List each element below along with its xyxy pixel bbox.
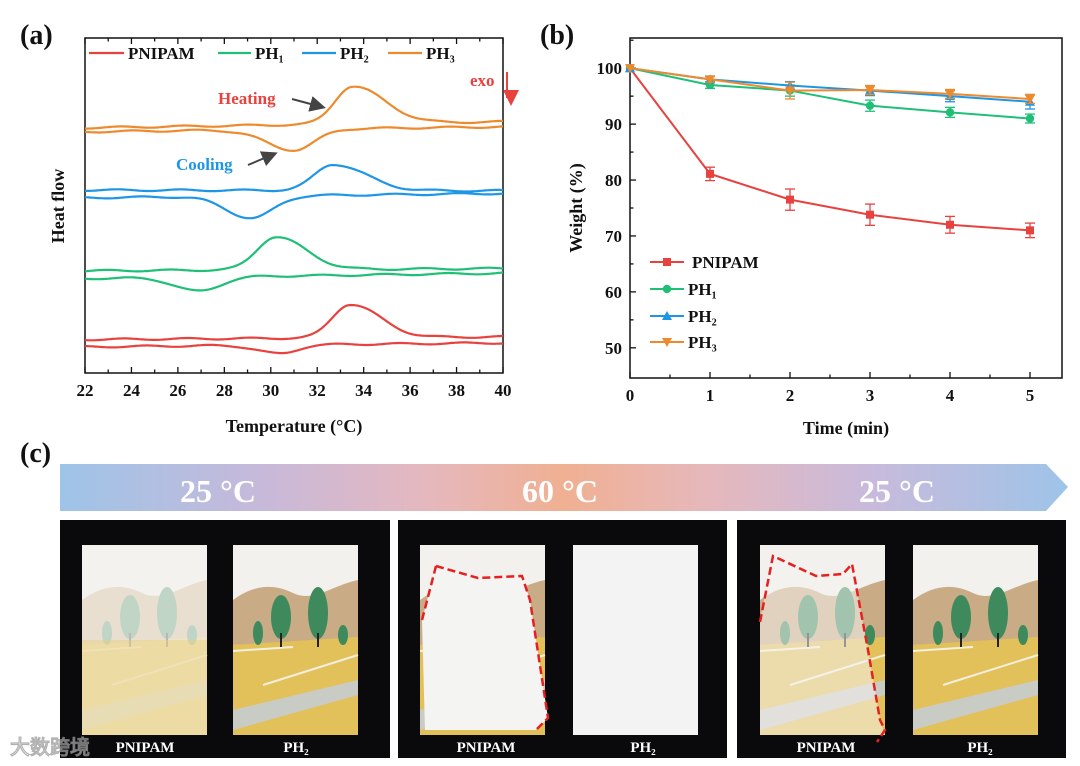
dsc-x-tick-label: 24 bbox=[123, 381, 141, 400]
stage-label-3: 25 °C bbox=[859, 473, 935, 509]
data-point-pnipam bbox=[1026, 226, 1034, 235]
sample-ph2-clear bbox=[232, 544, 359, 736]
weight-x-tick-label: 0 bbox=[626, 386, 635, 405]
legend-label-ph1: PH₁ bbox=[688, 280, 717, 299]
dsc-x-tick-label: 22 bbox=[77, 381, 94, 400]
data-point-ph3 bbox=[865, 86, 875, 96]
weight-y-tick-label: 50 bbox=[605, 339, 622, 358]
photo-stage-3: PNIPAM PH₂ bbox=[737, 520, 1066, 758]
weight-line-ph2 bbox=[629, 67, 1031, 103]
weight-x-tick-label: 3 bbox=[866, 386, 875, 405]
photo-stage-1: PNIPAM PH₂ bbox=[60, 520, 390, 758]
dsc-legend: PNIPAM PH₁ PH₂ PH₃ bbox=[89, 44, 455, 63]
weight-line-pnipam bbox=[629, 67, 1031, 232]
photo2-label-pnipam: PNIPAM bbox=[457, 740, 516, 756]
weight-x-tick-label: 4 bbox=[946, 386, 955, 405]
weight-legend: PNIPAM PH₁ PH₂ PH₃ bbox=[650, 253, 759, 352]
panel-label-c: (c) bbox=[20, 438, 51, 469]
legend-label-ph1: PH₁ bbox=[255, 44, 284, 63]
legend-marker-ph3 bbox=[662, 338, 672, 347]
weight-y-tick-label: 60 bbox=[605, 283, 622, 302]
dsc-x-tick-label: 38 bbox=[448, 381, 465, 400]
legend-marker-ph1 bbox=[662, 284, 672, 294]
weight-line-ph3 bbox=[629, 67, 1031, 100]
dsc-x-tick-label: 36 bbox=[402, 381, 419, 400]
weight-y-tick-label: 90 bbox=[605, 115, 622, 134]
legend-label-ph2: PH₂ bbox=[340, 44, 369, 63]
photo3-label-ph2: PH₂ bbox=[967, 740, 993, 756]
photo-stage-2: PNIPAM PH₂ bbox=[398, 520, 727, 758]
weight-chart: 0 1 2 3 4 5 50 60 70 80 90 100 PNIPAM PH₁ PH₂ PH₃ Time… bbox=[566, 37, 1063, 439]
dsc-x-tick-label: 26 bbox=[169, 381, 186, 400]
legend-label-ph3: PH₃ bbox=[688, 333, 717, 352]
sample-pnipam-opaque bbox=[419, 544, 550, 736]
weight-x-tick-label: 5 bbox=[1026, 386, 1035, 405]
dsc-x-tick-label: 28 bbox=[216, 381, 233, 400]
cooling-annotation: Cooling bbox=[176, 155, 233, 174]
legend-label-pnipam: PNIPAM bbox=[692, 253, 759, 272]
dsc-x-axis-label: Temperature (°C) bbox=[226, 416, 363, 437]
weight-x-tick-label: 1 bbox=[706, 386, 715, 405]
temperature-sequence-arrow bbox=[60, 464, 1068, 511]
data-point-ph3 bbox=[1025, 94, 1035, 104]
legend-label-ph3: PH₃ bbox=[426, 44, 455, 63]
weight-line-ph1 bbox=[629, 67, 1031, 120]
data-point-pnipam bbox=[866, 210, 874, 219]
stage-label-2: 60 °C bbox=[522, 473, 598, 509]
dsc-y-axis-label: Heat flow bbox=[48, 169, 68, 243]
dsc-x-tick-label: 40 bbox=[495, 381, 512, 400]
dsc-curve-ph2-cooling bbox=[84, 192, 504, 220]
dsc-x-tick-label: 34 bbox=[355, 381, 373, 400]
data-point-ph3 bbox=[945, 89, 955, 99]
data-point-ph1 bbox=[945, 108, 955, 117]
data-point-ph1 bbox=[865, 101, 875, 110]
weight-y-axis-label: Weight (%) bbox=[566, 163, 587, 253]
photo2-label-ph2: PH₂ bbox=[630, 740, 656, 756]
exo-annotation: exo bbox=[470, 71, 495, 90]
heating-arrow-icon bbox=[291, 96, 326, 112]
photo3-label-pnipam: PNIPAM bbox=[797, 740, 856, 756]
weight-y-tick-label: 70 bbox=[605, 227, 622, 246]
dsc-curve-ph3-heating bbox=[85, 85, 503, 130]
data-point-ph3 bbox=[625, 64, 635, 74]
weight-y-tick-label: 80 bbox=[605, 171, 622, 190]
heating-annotation: Heating bbox=[218, 89, 276, 108]
dsc-chart: 22 24 26 28 30 32 34 36 38 40 Temperature (°C) He… bbox=[48, 37, 519, 437]
legend-label-ph2: PH₂ bbox=[688, 307, 717, 326]
sample-pnipam-hazy bbox=[81, 544, 208, 736]
data-point-ph1 bbox=[1025, 114, 1035, 123]
dsc-curve-pnipam-heating bbox=[85, 303, 503, 342]
dsc-curve-pnipam-cooling bbox=[85, 341, 504, 355]
sample-ph2-clear bbox=[912, 544, 1039, 736]
cooling-arrow-icon bbox=[247, 151, 278, 167]
data-point-pnipam bbox=[706, 169, 714, 178]
stage-label-1: 25 °C bbox=[180, 473, 256, 509]
data-point-ph3 bbox=[785, 86, 795, 96]
legend-label-pnipam: PNIPAM bbox=[128, 44, 195, 63]
dsc-curve-ph1-heating bbox=[84, 236, 504, 273]
dsc-x-tick-label: 30 bbox=[262, 381, 279, 400]
dsc-plot-frame bbox=[84, 37, 504, 374]
legend-marker-pnipam bbox=[663, 258, 671, 266]
dsc-curve-ph3-cooling bbox=[85, 125, 504, 153]
dsc-x-tick-label: 32 bbox=[309, 381, 326, 400]
weight-x-tick-label: 2 bbox=[786, 386, 795, 405]
legend-marker-ph2 bbox=[662, 311, 672, 320]
sample-pnipam-partly-hazy bbox=[758, 544, 887, 743]
photo1-label-ph2: PH₂ bbox=[283, 740, 309, 756]
data-point-ph3 bbox=[705, 75, 715, 85]
data-point-pnipam bbox=[946, 220, 954, 229]
data-point-pnipam bbox=[786, 195, 794, 204]
panel-label-b: (b) bbox=[540, 20, 574, 51]
watermark: 大数跨境 bbox=[10, 735, 90, 759]
weight-y-tick-label: 100 bbox=[597, 59, 623, 78]
weight-x-axis-label: Time (min) bbox=[803, 418, 889, 439]
sample-ph2-opaque bbox=[573, 545, 698, 735]
panel-label-a: (a) bbox=[20, 20, 53, 51]
dsc-curve-ph2-heating bbox=[85, 164, 503, 193]
photo1-label-pnipam: PNIPAM bbox=[116, 740, 175, 756]
dsc-curve-ph1-cooling bbox=[84, 271, 503, 292]
